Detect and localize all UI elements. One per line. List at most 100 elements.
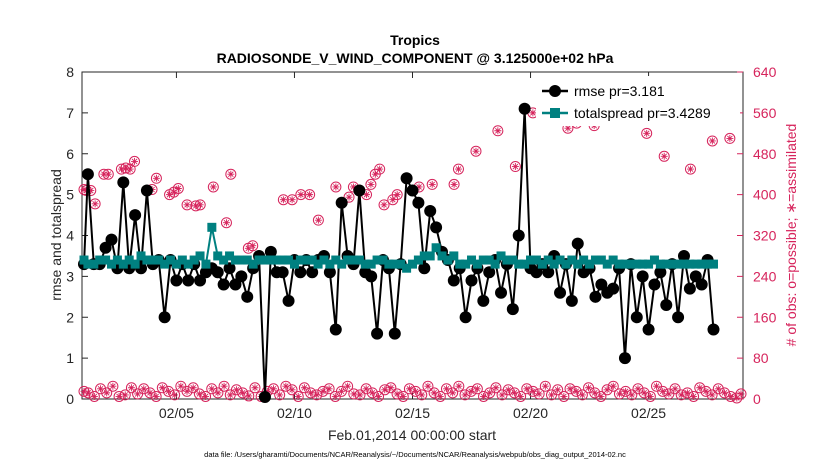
rmse-point xyxy=(648,278,661,291)
obs-assimilated-star xyxy=(91,200,99,208)
totalspread-point xyxy=(142,255,152,265)
y-axis-left: 0 1 2 3 4 5 6 7 8 xyxy=(66,64,88,407)
obs-possible-circle xyxy=(613,388,625,400)
obs-upper-marker xyxy=(172,182,184,194)
obs-lower-marker xyxy=(366,387,378,399)
totalspread-point xyxy=(425,251,435,261)
chart-subtitle: RADIOSONDE_V_WIND_COMPONENT @ 3.125000e+… xyxy=(217,50,614,66)
obs-assimilated-star xyxy=(720,389,728,397)
obs-lower-marker xyxy=(558,390,570,402)
totalspread-point xyxy=(585,259,595,269)
obs-possible-circle xyxy=(88,390,100,402)
obs-assimilated-star xyxy=(554,386,562,394)
obs-lower-marker xyxy=(459,389,471,401)
totalspread-point xyxy=(124,255,134,265)
obs-assimilated-star xyxy=(564,124,572,132)
totalspread-point xyxy=(260,255,270,265)
obs-assimilated-star xyxy=(251,384,259,392)
totalspread-point xyxy=(655,259,665,269)
obs-assimilated-star xyxy=(424,382,432,390)
obs-possible-circle xyxy=(508,387,520,399)
totalspread-point xyxy=(443,255,453,265)
totalspread-point xyxy=(644,259,654,269)
obs-assimilated-star xyxy=(628,391,636,399)
totalspread-point xyxy=(703,259,713,269)
obs-possible-circle xyxy=(391,189,403,201)
y-left-tick-label: 5 xyxy=(66,187,74,203)
obs-lower-marker xyxy=(651,380,663,392)
obs-assimilated-star xyxy=(331,392,339,400)
obs-assimilated-star xyxy=(345,193,353,201)
obs-possible-circle xyxy=(533,388,545,400)
obs-assimilated-star xyxy=(708,137,716,145)
obs-lower-marker xyxy=(119,389,131,401)
y-left-tick-label: 6 xyxy=(66,146,74,162)
obs-assimilated-star xyxy=(643,129,651,137)
obs-assimilated-star xyxy=(174,184,182,192)
obs-lower-marker xyxy=(589,387,601,399)
obs-assimilated-star xyxy=(245,392,253,400)
obs-lower-marker xyxy=(718,387,730,399)
obs-assimilated-star xyxy=(152,174,160,182)
obs-lower-marker xyxy=(329,390,341,402)
obs-lower-marker xyxy=(360,383,372,395)
obs-lower-marker xyxy=(391,388,403,400)
obs-assimilated-star xyxy=(375,392,383,400)
totalspread-point xyxy=(301,255,311,265)
totalspread-point xyxy=(685,259,695,269)
obs-lower-marker xyxy=(478,390,490,402)
obs-possible-circle xyxy=(626,389,638,401)
totalspread-point xyxy=(219,255,229,265)
obs-assimilated-star xyxy=(202,392,210,400)
chart-title: Tropics xyxy=(390,32,440,48)
obs-lower-marker xyxy=(335,385,347,397)
rmse-point xyxy=(465,274,478,287)
obs-assimilated-star xyxy=(461,391,469,399)
obs-upper-marker xyxy=(304,189,316,201)
obs-lower-marker xyxy=(595,390,607,402)
obs-assimilated-star xyxy=(529,109,537,117)
obs-assimilated-star xyxy=(387,384,395,392)
rmse-point xyxy=(81,168,94,181)
obs-lower-marker xyxy=(440,383,452,395)
obs-assimilated-star xyxy=(585,384,593,392)
rmse-point xyxy=(565,294,578,307)
totalspread-point xyxy=(366,259,376,269)
obs-lower-marker xyxy=(434,390,446,402)
obs-assimilated-star xyxy=(671,385,679,393)
obs-assimilated-star xyxy=(279,196,287,204)
totalspread-point xyxy=(354,255,364,265)
obs-assimilated-star xyxy=(708,391,716,399)
totalspread-point xyxy=(390,259,400,269)
rmse-point xyxy=(235,270,248,283)
obs-assimilated-star xyxy=(659,387,667,395)
obs-possible-circle xyxy=(492,125,504,137)
obs-assimilated-star xyxy=(653,382,661,390)
obs-assimilated-star xyxy=(109,382,117,390)
obs-lower-marker xyxy=(385,382,397,394)
obs-lower-marker xyxy=(496,389,508,401)
rmse-point xyxy=(258,390,271,403)
rmse-point xyxy=(589,290,602,303)
totalspread-point xyxy=(555,255,565,265)
obs-possible-circle xyxy=(426,178,438,190)
rmse-point xyxy=(636,270,649,283)
totalspread-point xyxy=(213,251,223,261)
rmse-point xyxy=(654,266,667,279)
obs-possible-circle xyxy=(268,383,280,395)
obs-assimilated-star xyxy=(222,219,230,227)
y-right-tick-label: 160 xyxy=(753,309,777,325)
totalspread-point xyxy=(502,255,512,265)
rmse-point xyxy=(306,266,319,279)
obs-lower-marker xyxy=(552,384,564,396)
obs-possible-circle xyxy=(107,380,119,392)
obs-lower-marker xyxy=(607,380,619,392)
totalspread-point xyxy=(467,255,477,265)
obs-possible-circle xyxy=(295,189,307,201)
obs-lower-marker xyxy=(187,382,199,394)
obs-assimilated-star xyxy=(660,152,668,160)
totalspread-point xyxy=(484,255,494,265)
obs-assimilated-star xyxy=(494,127,502,135)
obs-possible-circle xyxy=(724,132,736,144)
obs-possible-circle xyxy=(570,385,582,397)
